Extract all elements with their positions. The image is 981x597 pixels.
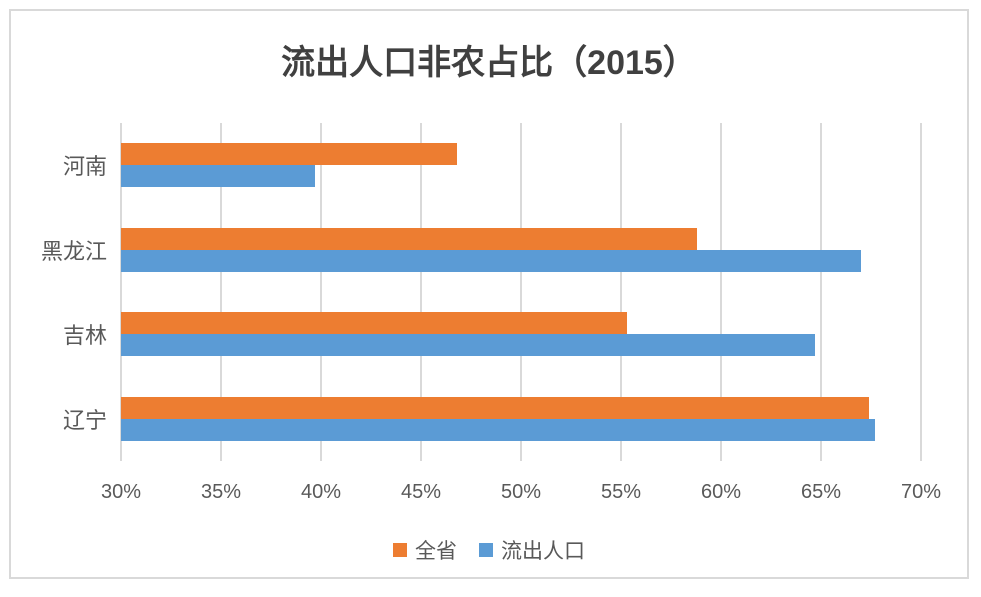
x-axis-tick-label: 40% (300, 481, 342, 503)
category-label: 辽宁 (62, 407, 107, 433)
legend-swatch (393, 543, 407, 557)
gridline (420, 123, 422, 461)
bar-series-全省 (121, 227, 697, 250)
category-axis: 河南黑龙江吉林辽宁 (19, 123, 107, 461)
gridline (920, 123, 922, 461)
legend: 全省 流出人口 (11, 535, 967, 565)
legend-item: 流出人口 (479, 535, 585, 565)
legend-item: 全省 (393, 535, 457, 565)
chart-frame: 流出人口非农占比（2015） 河南黑龙江吉林辽宁 30% 35% 40% 45% 50%… (9, 9, 969, 579)
x-axis-tick-label: 60% (700, 481, 742, 503)
gridline (120, 123, 122, 461)
x-axis-tick-label: 50% (500, 481, 542, 503)
legend-label: 全省 (415, 539, 457, 563)
x-axis-tick-label: 70% (900, 481, 942, 503)
bar-series-流出人口 (121, 249, 861, 272)
x-axis-tick-label: 55% (600, 481, 642, 503)
category-band (121, 123, 921, 208)
bar-series-流出人口 (121, 418, 875, 441)
category-band (121, 377, 921, 462)
bar-group (121, 143, 921, 188)
gridline (220, 123, 222, 461)
x-axis-tick-label: 45% (400, 481, 442, 503)
bar-series-流出人口 (121, 334, 815, 357)
plot-area (120, 123, 922, 462)
legend-swatch (479, 543, 493, 557)
gridline (620, 123, 622, 461)
bar-group (121, 227, 921, 272)
legend-label: 流出人口 (501, 539, 585, 563)
bar-group (121, 312, 921, 357)
bar-group (121, 396, 921, 441)
x-axis-tick-label: 30% (100, 481, 142, 503)
x-axis-tick-label: 35% (200, 481, 242, 503)
x-axis-tick-label: 65% (800, 481, 842, 503)
x-axis-labels: 30% 35% 40% 45% 50% 55% 60% 65% 70% (101, 481, 941, 507)
bar-series-全省 (121, 143, 457, 166)
chart-title: 流出人口非农占比（2015） (281, 44, 697, 82)
category-band (121, 208, 921, 293)
category-label: 吉林 (62, 323, 107, 349)
category-label: 黑龙江 (40, 238, 107, 264)
gridline (520, 123, 522, 461)
category-band (121, 292, 921, 377)
bar-series-全省 (121, 312, 627, 335)
bar-series-流出人口 (121, 165, 315, 188)
gridline (720, 123, 722, 461)
category-label: 河南 (62, 154, 107, 180)
gridline (320, 123, 322, 461)
bar-series-全省 (121, 396, 869, 419)
gridline (820, 123, 822, 461)
